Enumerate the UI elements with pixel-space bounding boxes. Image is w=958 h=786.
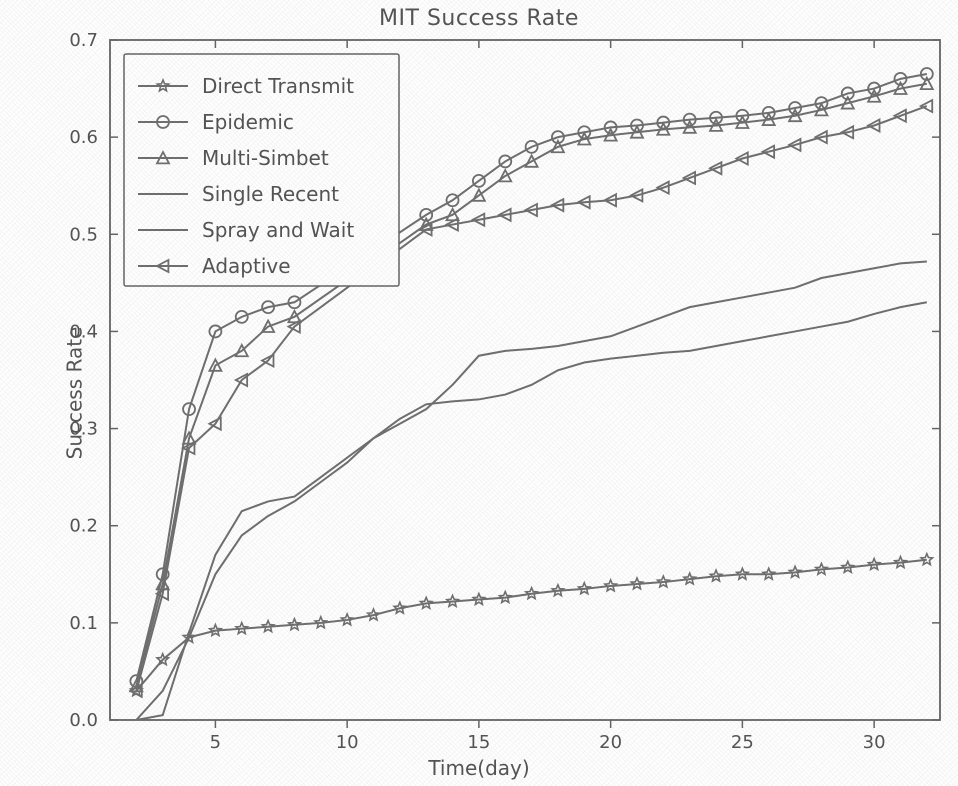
svg-text:5: 5 <box>210 732 221 753</box>
svg-text:0.7: 0.7 <box>69 30 98 51</box>
series-direct-transmit <box>131 554 933 696</box>
legend-label: Adaptive <box>202 254 291 278</box>
svg-text:0.3: 0.3 <box>69 419 98 440</box>
svg-text:20: 20 <box>599 732 622 753</box>
svg-text:0.6: 0.6 <box>69 127 98 148</box>
svg-text:0.5: 0.5 <box>69 224 98 245</box>
svg-text:15: 15 <box>467 732 490 753</box>
legend-label: Spray and Wait <box>202 218 354 242</box>
svg-text:0.1: 0.1 <box>69 613 98 634</box>
svg-text:10: 10 <box>336 732 359 753</box>
legend-label: Epidemic <box>202 110 294 134</box>
svg-text:0.2: 0.2 <box>69 516 98 537</box>
legend-label: Single Recent <box>202 182 339 206</box>
svg-text:0.4: 0.4 <box>69 321 98 342</box>
legend: Direct Transmit Epidemic Multi-Simbet Singl… <box>124 54 399 286</box>
legend-label: Direct Transmit <box>202 74 354 98</box>
svg-text:25: 25 <box>731 732 754 753</box>
svg-text:0.0: 0.0 <box>69 710 98 731</box>
chart-svg: 5 10 15 20 25 30 0.0 0.1 0.2 0.3 0.4 0.5 0.6 0.7 Direc… <box>0 0 958 786</box>
legend-label: Multi-Simbet <box>202 146 329 170</box>
series-spray-and-wait <box>136 302 926 720</box>
chart-container: MIT Success Rate Success Rate Time(day) … <box>0 0 958 786</box>
series-single-recent <box>136 261 926 720</box>
svg-text:30: 30 <box>863 732 886 753</box>
